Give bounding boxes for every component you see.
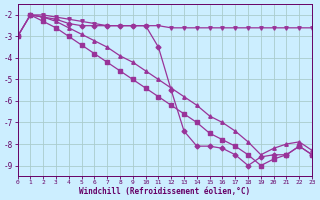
- X-axis label: Windchill (Refroidissement éolien,°C): Windchill (Refroidissement éolien,°C): [79, 187, 250, 196]
